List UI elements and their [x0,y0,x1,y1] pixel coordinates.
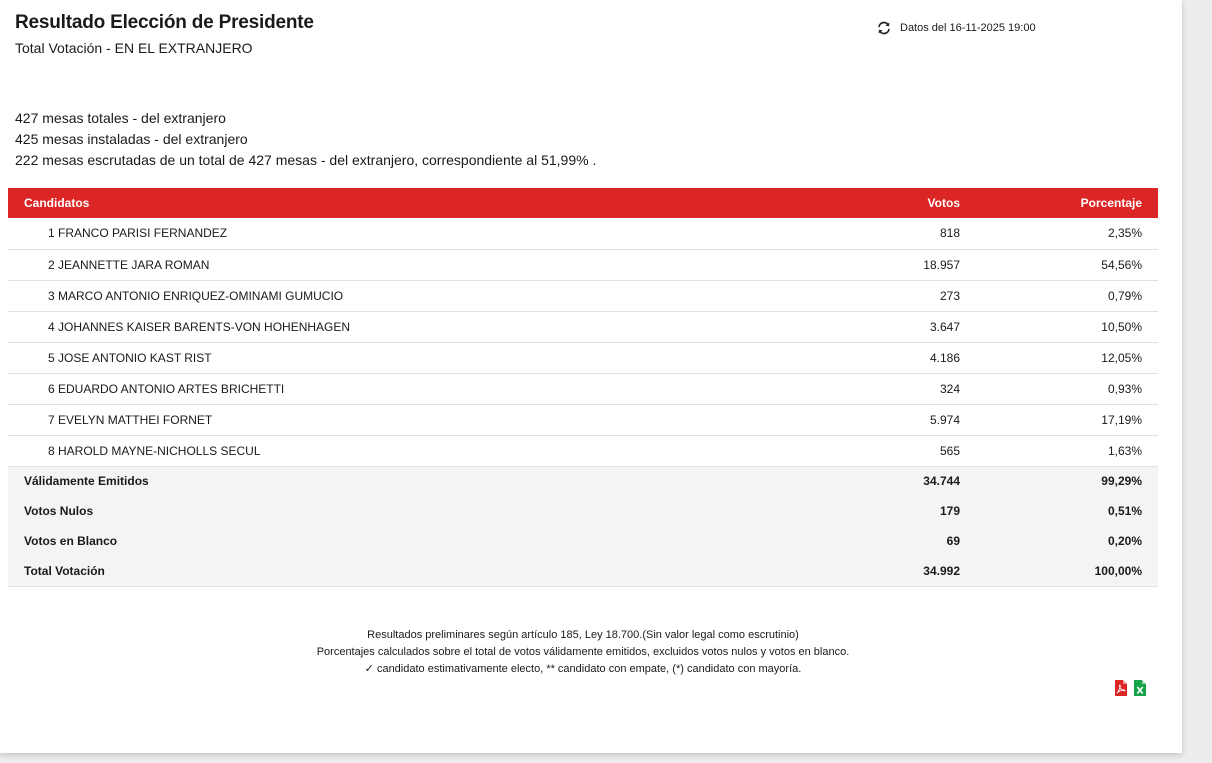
totals-label: Válidamente Emitidos [24,474,149,489]
candidate-name: 1 FRANCO PARISI FERNANDEZ [48,226,228,241]
results-card: Resultado Elección de Presidente Total V… [0,0,1182,753]
candidate-name: 3 MARCO ANTONIO ENRIQUEZ-OMINAMI GUMUCIO [48,288,344,303]
table-row: 8 HAROLD MAYNE-NICHOLLS SECUL 565 1,63% [8,435,1158,466]
candidate-name: 5 JOSE ANTONIO KAST RIST [48,350,212,365]
table-row: 6 EDUARDO ANTONIO ARTES BRICHETTI 324 0,… [8,373,1158,404]
table-row: 3 MARCO ANTONIO ENRIQUEZ-OMINAMI GUMUCIO… [8,280,1158,311]
mesas-totales: 427 mesas totales - del extranjero [15,110,226,126]
totals-row: Válidamente Emitidos 34.744 99,29% [8,466,1158,496]
totals-row: Total Votación 34.992 100,00% [8,556,1158,586]
candidate-percent: 54,56% [1101,257,1142,272]
table-row: 2 JEANNETTE JARA ROMAN 18.957 54,56% [8,249,1158,280]
totals-row: Votos Nulos 179 0,51% [8,496,1158,526]
candidate-percent: 12,05% [1101,350,1142,365]
table-row: 5 JOSE ANTONIO KAST RIST 4.186 12,05% [8,342,1158,373]
totals-votes: 34.992 [923,563,960,578]
excel-file-icon[interactable] [1133,680,1147,696]
footer-notes: Resultados preliminares según artículo 1… [8,627,1158,678]
totals-votes: 69 [946,534,960,548]
mesas-escrutadas: 222 mesas escrutadas de un total de 427 … [15,152,597,168]
mesas-instaladas: 425 mesas instaladas - del extranjero [15,131,248,147]
totals-votes: 34.744 [923,474,960,489]
candidate-votes: 818 [939,226,960,241]
candidate-name: 8 HAROLD MAYNE-NICHOLLS SECUL [48,443,261,458]
candidate-percent: 2,35% [1107,226,1142,241]
totals-label: Total Votación [24,563,105,578]
candidate-votes: 18.957 [923,257,960,272]
candidate-percent: 17,19% [1101,412,1142,427]
totals-percent: 100,00% [1094,563,1142,578]
candidate-votes: 3.647 [929,319,960,334]
candidate-percent: 0,79% [1107,288,1142,303]
totals-row: Votos en Blanco 69 0,20% [8,526,1158,556]
header-votes: Votos [927,196,960,210]
table-row: 7 EVELYN MATTHEI FORNET 5.974 17,19% [8,404,1158,435]
export-buttons [1114,680,1147,696]
page-subtitle: Total Votación - EN EL EXTRANJERO [15,40,253,56]
update-timestamp: Datos del 16-11-2025 19:00 [876,20,1036,36]
totals-percent: 0,20% [1107,534,1142,548]
candidate-percent: 0,93% [1107,381,1142,396]
refresh-icon[interactable] [876,20,892,36]
candidate-votes: 565 [939,443,960,458]
footer-line: Porcentajes calculados sobre el total de… [316,646,850,658]
candidate-votes: 4.186 [929,350,960,365]
candidate-name: 2 JEANNETTE JARA ROMAN [48,257,210,272]
header-candidates: Candidatos [24,196,90,210]
results-table: Candidatos Votos Porcentaje 1 FRANCO PAR… [8,188,1158,587]
totals-votes: 179 [939,504,960,518]
mesas-info: 427 mesas totales - del extranjero 425 m… [15,108,596,171]
candidate-percent: 1,63% [1107,443,1142,458]
update-text: Datos del 16-11-2025 19:00 [900,22,1036,34]
table-header-row: Candidatos Votos Porcentaje [8,188,1158,218]
candidate-name: 7 EVELYN MATTHEI FORNET [48,412,213,427]
totals-label: Votos en Blanco [24,534,118,548]
candidate-votes: 5.974 [929,412,960,427]
table-row: 4 JOHANNES KAISER BARENTS-VON HOHENHAGEN… [8,311,1158,342]
footer-line: Resultados preliminares según artículo 1… [367,629,799,641]
candidate-votes: 273 [939,288,960,303]
page-title: Resultado Elección de Presidente [15,12,314,33]
pdf-file-icon[interactable] [1114,680,1128,696]
footer-line: ✓ candidato estimativamente electo, ** c… [364,663,802,675]
totals-label: Votos Nulos [24,504,94,518]
candidate-percent: 10,50% [1101,319,1142,334]
totals-percent: 0,51% [1107,504,1142,518]
candidate-name: 6 EDUARDO ANTONIO ARTES BRICHETTI [48,381,285,396]
candidate-votes: 324 [939,381,960,396]
header-percent: Porcentaje [1080,196,1142,210]
table-row: 1 FRANCO PARISI FERNANDEZ 818 2,35% [8,218,1158,249]
totals-percent: 99,29% [1101,474,1142,489]
candidate-name: 4 JOHANNES KAISER BARENTS-VON HOHENHAGEN [48,319,351,334]
